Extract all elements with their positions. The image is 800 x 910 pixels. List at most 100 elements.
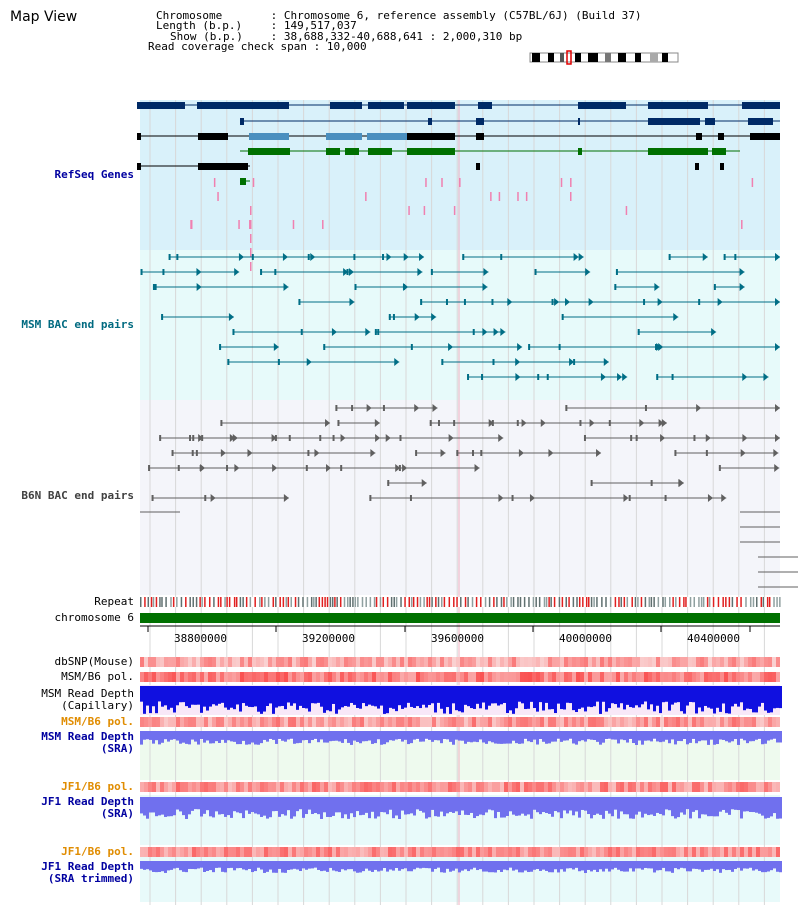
depth-bar	[635, 797, 638, 815]
gene-tick	[490, 192, 492, 201]
depth-bar	[389, 686, 392, 708]
pol-cell	[592, 717, 596, 727]
depth-bar	[620, 686, 623, 704]
depth-bar	[359, 861, 362, 873]
depth-bar	[326, 731, 329, 743]
depth-bar	[638, 686, 641, 708]
pol-cell	[212, 717, 216, 727]
depth-bar	[650, 797, 653, 815]
chromosome-bar[interactable]	[140, 613, 780, 623]
depth-bar	[470, 861, 473, 870]
msm-depth-sra-label[interactable]: MSM Read Depth	[41, 730, 134, 743]
pol-cell	[612, 782, 616, 792]
pol-cell	[364, 657, 368, 667]
depth-bar	[215, 731, 218, 742]
pol-cell	[708, 847, 712, 857]
repeat-label[interactable]: Repeat	[94, 595, 134, 608]
depth-bar	[215, 686, 218, 706]
pol-cell	[216, 672, 220, 682]
depth-bar	[350, 861, 353, 870]
pol-cell	[732, 782, 736, 792]
pol-cell	[564, 782, 568, 792]
jf1-depth-sra-label[interactable]: JF1 Read Depth	[41, 795, 134, 808]
pol-cell	[404, 672, 408, 682]
depth-bar	[416, 686, 419, 707]
refseq-genes-label[interactable]: RefSeq Genes	[54, 168, 134, 181]
pol-cell	[352, 782, 356, 792]
pol-cell	[364, 672, 368, 682]
pol-cell	[712, 672, 716, 682]
pol-cell	[140, 672, 144, 682]
jf1-b6-pol-label[interactable]: JF1/B6 pol.	[61, 780, 134, 793]
repeat-element	[150, 597, 153, 607]
b6n-bac-pairs[interactable]	[140, 404, 798, 588]
pol-cell	[664, 847, 668, 857]
pol-cell	[296, 657, 300, 667]
heat-tracks[interactable]	[140, 657, 782, 873]
depth-bar	[305, 861, 308, 870]
b6n-bac-end	[220, 449, 226, 457]
depth-bar	[518, 797, 521, 816]
pol-cell	[472, 717, 476, 727]
pol-cell	[576, 672, 580, 682]
repeat-track[interactable]	[140, 597, 781, 607]
depth-bar	[191, 797, 194, 811]
pol-cell	[336, 782, 340, 792]
msm-b6-pol-2-label[interactable]: MSM/B6 pol.	[61, 715, 134, 728]
gene-tick	[213, 178, 216, 187]
repeat-element	[172, 597, 175, 607]
b6n-bac-end	[678, 479, 684, 487]
repeat-element	[548, 597, 550, 607]
pol-cell	[316, 847, 320, 857]
depth-bar	[656, 686, 659, 706]
depth-bar	[644, 731, 647, 741]
depth-bar	[638, 797, 641, 812]
b6n-bac-end	[370, 449, 376, 457]
msm-bac-pairs[interactable]	[140, 253, 780, 381]
depth-bar	[299, 686, 302, 706]
depth-bar	[272, 686, 275, 714]
pol-cell	[776, 782, 780, 792]
pol-cell	[748, 847, 752, 857]
refseq-gene-features[interactable]	[137, 102, 780, 271]
dbsnp-label[interactable]: dbSNP(Mouse)	[54, 655, 134, 668]
depth-bar	[257, 861, 260, 868]
msm-b6-pol-label[interactable]: MSM/B6 pol.	[61, 670, 134, 683]
depth-bar	[599, 861, 602, 870]
depth-bar	[779, 686, 782, 709]
depth-bar	[713, 731, 716, 745]
depth-bar	[770, 686, 773, 713]
msm-bac-label[interactable]: MSM BAC end pairs	[21, 318, 134, 331]
depth-bar	[323, 686, 326, 713]
pol-cell	[340, 672, 344, 682]
b6n-bac-end	[474, 464, 480, 472]
pol-cell	[676, 672, 680, 682]
pol-cell	[748, 717, 752, 727]
pol-cell	[280, 672, 284, 682]
jf1-b6-pol-2-label[interactable]: JF1/B6 pol.	[61, 845, 134, 858]
depth-bar	[572, 731, 575, 744]
pol-cell	[348, 782, 352, 792]
repeat-element	[208, 597, 211, 607]
b6n-bac-end	[159, 435, 162, 441]
depth-bar	[239, 797, 242, 814]
chromosome-label[interactable]: chromosome 6	[54, 611, 134, 624]
pol-cell	[724, 657, 728, 667]
depth-bar	[227, 861, 230, 869]
b6n-bac-label[interactable]: B6N BAC end pairs	[21, 489, 134, 502]
msm-depth-cap-label[interactable]: MSM Read Depth	[41, 687, 134, 700]
depth-bar	[299, 731, 302, 743]
depth-bar	[278, 686, 281, 707]
depth-bar	[491, 861, 494, 873]
pol-cell	[204, 782, 208, 792]
pol-cell	[180, 782, 184, 792]
jf1-depth-trim-label[interactable]: JF1 Read Depth	[41, 860, 134, 873]
depth-bar	[398, 686, 401, 706]
pol-cell	[276, 782, 280, 792]
pol-cell	[348, 657, 352, 667]
chromosome-ideogram[interactable]	[529, 50, 679, 65]
pol-cell	[316, 657, 320, 667]
depth-bar	[332, 797, 335, 816]
pol-cell	[712, 657, 716, 667]
pol-cell	[404, 782, 408, 792]
